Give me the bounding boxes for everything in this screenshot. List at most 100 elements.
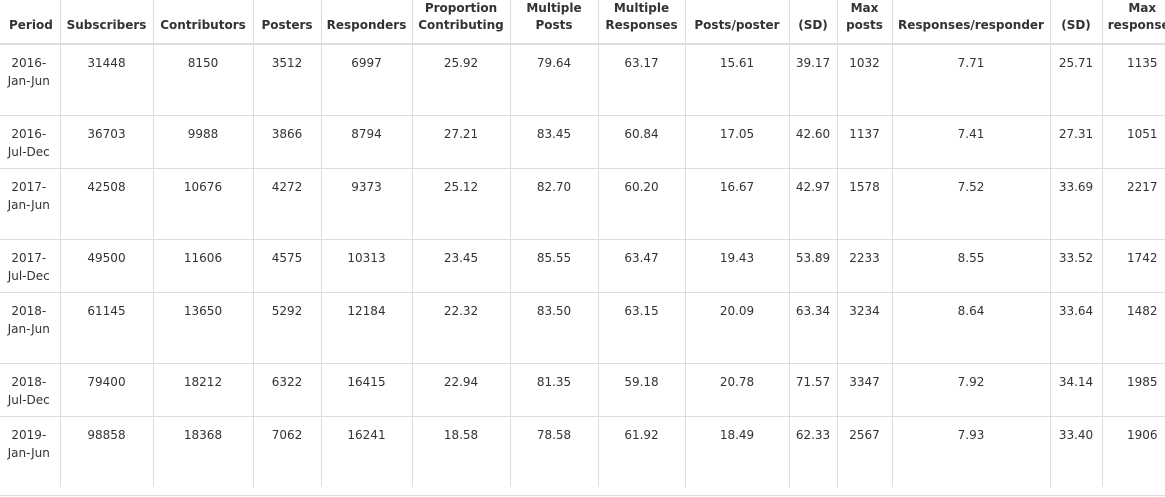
column-header-max-responses: Max responses — [1101, 0, 1165, 45]
table-cell: 61145 — [59, 291, 153, 363]
table-row: 2016-Jul-Dec 36703 9988 3866 8794 27.21 83.45 6… — [0, 114, 1165, 168]
table-cell: 85.55 — [509, 238, 598, 292]
period-cell: 2017-Jan-Jun — [0, 167, 60, 239]
table-cell: 3234 — [836, 291, 892, 363]
table-row: 2017-Jan-Jun 42508 10676 4272 9373 25.12 82.70… — [0, 167, 1165, 239]
table-cell: 7.92 — [891, 362, 1050, 416]
table-cell: 7.71 — [891, 44, 1050, 115]
table-cell: 27.21 — [411, 114, 510, 168]
column-header-proportion-contributing: Proportion Contributing — [411, 0, 510, 45]
table-cell: 6997 — [320, 44, 412, 115]
table-cell: 1135 — [1101, 44, 1165, 115]
table-cell: 8.64 — [891, 291, 1050, 363]
table-cell: 3347 — [836, 362, 892, 416]
table-cell: 34.14 — [1049, 362, 1102, 416]
table-cell: 82.70 — [509, 167, 598, 239]
table-cell: 39.17 — [788, 44, 837, 115]
table-cell: 33.52 — [1049, 238, 1102, 292]
column-header-responses-sd: (SD) — [1049, 0, 1102, 45]
column-header-contributors: Contributors — [152, 0, 253, 45]
table-cell: 9373 — [320, 167, 412, 239]
table-cell: 83.50 — [509, 291, 598, 363]
table-row: 2018-Jul-Dec 79400 18212 6322 16415 22.94 81.3… — [0, 362, 1165, 416]
table-cell: 1578 — [836, 167, 892, 239]
table-body: 2016-Jan-Jun 31448 8150 3512 6997 25.92 79.64 6… — [0, 44, 1165, 487]
table-cell: 33.69 — [1049, 167, 1102, 239]
table-cell: 13650 — [152, 291, 253, 363]
table-cell: 3866 — [252, 114, 321, 168]
table-cell: 42.60 — [788, 114, 837, 168]
table-cell: 20.78 — [684, 362, 789, 416]
table-cell: 27.31 — [1049, 114, 1102, 168]
table-cell: 62.33 — [788, 415, 837, 487]
column-header-multiple-posts: Multiple Posts — [509, 0, 598, 45]
table-cell: 10313 — [320, 238, 412, 292]
table-cell: 12184 — [320, 291, 412, 363]
table-cell: 53.89 — [788, 238, 837, 292]
period-cell: 2016-Jan-Jun — [7, 56, 50, 88]
period-cell: 2018-Jul-Dec — [0, 362, 60, 416]
table-cell: 15.61 — [684, 44, 789, 115]
table-cell: 63.15 — [597, 291, 685, 363]
column-header-posts-per-poster: Posts/poster — [684, 0, 789, 45]
table-cell: 2233 — [836, 238, 892, 292]
table-cell: 10676 — [152, 167, 253, 239]
table-cell: 3512 — [252, 44, 321, 115]
table-cell: 18212 — [152, 362, 253, 416]
table-cell: 63.34 — [788, 291, 837, 363]
data-table: Period Subscribers Contributors Posters … — [0, 0, 1165, 487]
table-cell: 18.58 — [411, 415, 510, 487]
table-cell: 5292 — [252, 291, 321, 363]
table-header-row: Period Subscribers Contributors Posters … — [0, 0, 1165, 45]
table-cell: 18.49 — [684, 415, 789, 487]
table-cell: 59.18 — [597, 362, 685, 416]
table-cell: 22.94 — [411, 362, 510, 416]
table-cell: 33.64 — [1049, 291, 1102, 363]
table-row: 2017-Jul-Dec 49500 11606 4575 10313 23.45 85.5… — [0, 238, 1165, 292]
table-cell: 49500 — [59, 238, 153, 292]
column-header-responses-per-responder: Responses/responder — [891, 0, 1050, 45]
column-header-posters: Posters — [252, 0, 321, 45]
table-bottom-border — [0, 495, 1165, 496]
table-cell: 1137 — [836, 114, 892, 168]
period-cell: 2016-Jul-Dec — [0, 114, 60, 168]
table-cell: 63.17 — [597, 44, 685, 115]
table-cell: 79400 — [59, 362, 153, 416]
table-cell: 17.05 — [684, 114, 789, 168]
table-cell: 4272 — [252, 167, 321, 239]
table-cell: 78.58 — [509, 415, 598, 487]
table-cell: 22.32 — [411, 291, 510, 363]
period-cell: 2018-Jan-Jun — [0, 291, 60, 363]
table-cell: 2567 — [836, 415, 892, 487]
table-cell: 4575 — [252, 238, 321, 292]
table-cell: 60.20 — [597, 167, 685, 239]
table-cell: 25.92 — [411, 44, 510, 115]
period-cell: 2019-Jan-Jun — [0, 415, 60, 487]
table-row: 2019-Jan-Jun 98858 18368 7062 16241 18.58 78.5… — [0, 415, 1165, 487]
table-cell: 11606 — [152, 238, 253, 292]
table-cell: 25.71 — [1049, 44, 1102, 115]
table-cell: 31448 — [59, 44, 153, 115]
table-cell: 2217 — [1101, 167, 1165, 239]
table-cell: 1051 — [1101, 114, 1165, 168]
table-cell: 79.64 — [509, 44, 598, 115]
table-cell: 61.92 — [597, 415, 685, 487]
table-cell: 71.57 — [788, 362, 837, 416]
table-cell: 19.43 — [684, 238, 789, 292]
table-cell: 1482 — [1101, 291, 1165, 363]
table-cell: 60.84 — [597, 114, 685, 168]
table-cell: 36703 — [59, 114, 153, 168]
table-cell: 7062 — [252, 415, 321, 487]
table-cell: 1032 — [836, 44, 892, 115]
table-cell: 83.45 — [509, 114, 598, 168]
table-cell: 16241 — [320, 415, 412, 487]
table-cell: 8150 — [152, 44, 253, 115]
table-cell: 98858 — [59, 415, 153, 487]
table-cell: 20.09 — [684, 291, 789, 363]
column-header-max-posts: Max posts — [836, 0, 892, 45]
table-cell: 18368 — [152, 415, 253, 487]
column-header-posts-sd: (SD) — [788, 0, 837, 45]
column-header-subscribers: Subscribers — [59, 0, 153, 45]
table-cell: 16415 — [320, 362, 412, 416]
table-cell: 7.52 — [891, 167, 1050, 239]
